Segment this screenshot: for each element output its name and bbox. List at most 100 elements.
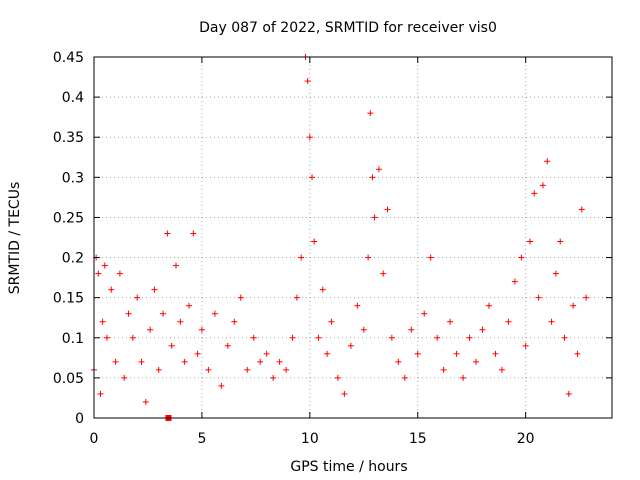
- data-point: [181, 358, 188, 365]
- data-point: [304, 78, 311, 85]
- data-point: [367, 110, 374, 117]
- data-point: [369, 174, 376, 181]
- data-point: [315, 334, 322, 341]
- data-point: [250, 334, 257, 341]
- data-point: [168, 342, 175, 349]
- y-tick-labels: 0 0.05 0.1 0.15 0.2 0.25 0.3 0.35 0.4 0.45: [53, 50, 84, 427]
- data-point: [375, 166, 382, 173]
- data-point: [147, 326, 154, 333]
- data-point: [134, 294, 141, 301]
- data-point: [298, 254, 305, 261]
- data-point: [138, 358, 145, 365]
- y-tick-label: 0.25: [53, 210, 84, 226]
- data-point: [354, 302, 361, 309]
- data-point: [440, 366, 447, 373]
- data-point: [257, 358, 264, 365]
- data-point: [505, 318, 512, 325]
- data-point: [544, 158, 551, 165]
- data-point: [164, 230, 171, 237]
- y-tick-label: 0.2: [62, 251, 84, 267]
- data-point: [561, 334, 568, 341]
- data-point: [371, 214, 378, 221]
- data-point: [308, 174, 315, 181]
- data-point: [427, 254, 434, 261]
- data-point: [263, 350, 270, 357]
- x-tick-label: 20: [517, 431, 535, 447]
- data-point: [224, 342, 231, 349]
- x-tick-label: 15: [409, 431, 427, 447]
- data-point: [522, 342, 529, 349]
- data-point: [99, 318, 106, 325]
- y-tick-label: 0: [75, 411, 84, 427]
- axes: [93, 56, 613, 419]
- data-point: [334, 374, 341, 381]
- data-point: [116, 270, 123, 277]
- x-tick-label: 5: [197, 431, 206, 447]
- data-point: [466, 334, 473, 341]
- data-point: [526, 238, 533, 245]
- data-point: [539, 182, 546, 189]
- data-point: [160, 310, 167, 317]
- x-tick-label: 0: [90, 431, 99, 447]
- data-point: [244, 366, 251, 373]
- y-tick-label: 0.4: [62, 90, 84, 106]
- data-point: [434, 334, 441, 341]
- y-tick-label: 0.15: [53, 291, 84, 307]
- data-point: [319, 286, 326, 293]
- data-point: [270, 374, 277, 381]
- data-point: [95, 270, 102, 277]
- y-tick-label: 0.3: [62, 170, 84, 186]
- data-point: [365, 254, 372, 261]
- data-point: [395, 358, 402, 365]
- data-point: [125, 310, 132, 317]
- data-point: [155, 366, 162, 373]
- data-point: [218, 382, 225, 389]
- data-point: [283, 366, 290, 373]
- data-point: [177, 318, 184, 325]
- data-point: [205, 366, 212, 373]
- data-point: [453, 350, 460, 357]
- data-point: [414, 350, 421, 357]
- grid-lines: [94, 57, 612, 418]
- data-point: [112, 358, 119, 365]
- data-point: [518, 254, 525, 261]
- data-point: [535, 294, 542, 301]
- data-point: [101, 262, 108, 269]
- data-point: [289, 334, 296, 341]
- data-point: [531, 190, 538, 197]
- data-point: [401, 374, 408, 381]
- data-point: [578, 206, 585, 213]
- y-tick-label: 0.05: [53, 371, 84, 387]
- tick-marks: [93, 56, 612, 419]
- data-point: [473, 358, 480, 365]
- data-point: [198, 326, 205, 333]
- data-point: [324, 350, 331, 357]
- data-point: [151, 286, 158, 293]
- x-tick-labels: 0 5 10 15 20: [90, 431, 535, 447]
- data-point: [185, 302, 192, 309]
- data-point: [190, 230, 197, 237]
- data-point: [498, 366, 505, 373]
- data-point: [97, 390, 104, 397]
- data-point: [380, 270, 387, 277]
- data-point: [237, 294, 244, 301]
- data-point: [293, 294, 300, 301]
- data-point: [511, 278, 518, 285]
- data-point: [384, 206, 391, 213]
- data-point: [276, 358, 283, 365]
- y-axis-title: SRMTID / TECUs: [7, 182, 23, 295]
- data-point: [574, 350, 581, 357]
- data-point: [552, 270, 559, 277]
- data-point: [447, 318, 454, 325]
- data-point: [347, 342, 354, 349]
- y-tick-label: 0.45: [53, 50, 84, 66]
- data-point: [485, 302, 492, 309]
- data-point: [129, 334, 136, 341]
- data-point: [388, 334, 395, 341]
- data-point: [311, 238, 318, 245]
- data-point: [548, 318, 555, 325]
- plot-frame: [93, 56, 613, 419]
- data-point: [583, 294, 590, 301]
- data-point: [231, 318, 238, 325]
